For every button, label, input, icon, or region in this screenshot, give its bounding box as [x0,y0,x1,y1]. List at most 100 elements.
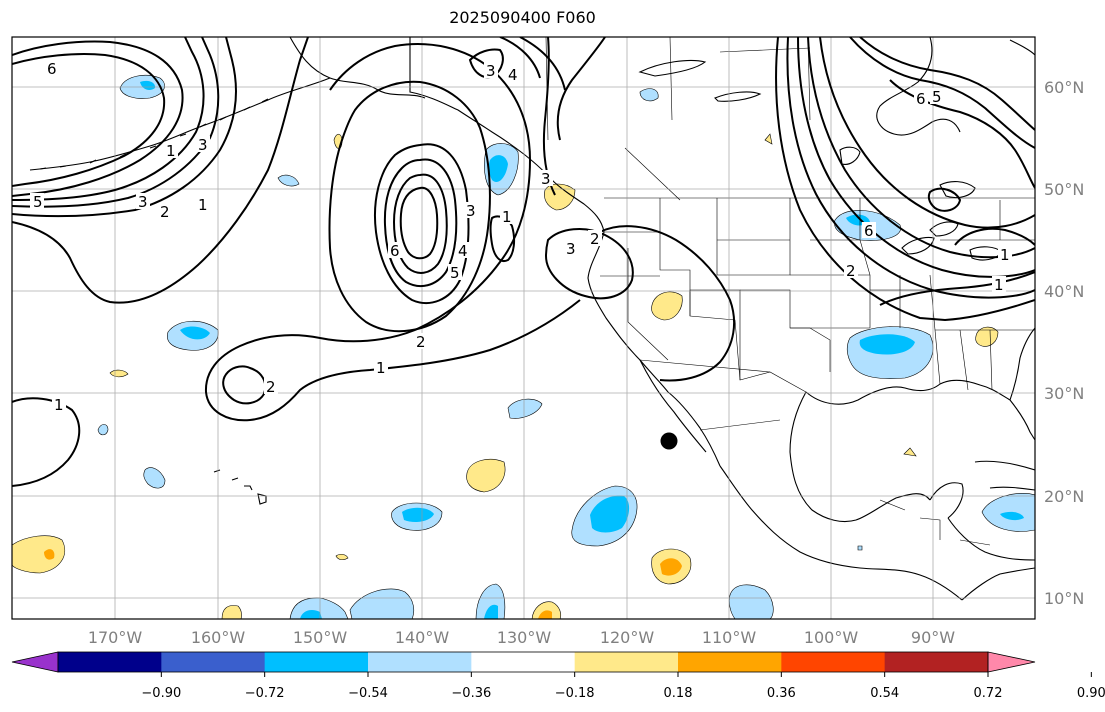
contour-label: 2 [590,230,600,248]
lat-label: 40°N [1044,282,1084,301]
contour-label: 1 [54,396,64,414]
colorbar: −0.90 −0.72 −0.54 −0.36 −0.18 0.18 0.36 0.54 0.7… [11,651,1105,701]
longitude-labels: 170°W 160°W 150°W 140°W 130°W 120°W 110°… [88,628,955,647]
contour-label: 3 [198,136,208,154]
colorbar-outline [57,651,989,673]
political-borders [545,37,1035,546]
contour-label: 4 [458,242,468,260]
contour-label: 3 [566,240,576,258]
colorbar-segment [264,652,369,672]
contour-label: 6 [47,60,57,78]
neg-area [402,507,434,522]
colorbar-tick-label: 0.36 [767,686,796,701]
colorbar-segments [58,652,989,672]
colorbar-segment [58,652,162,672]
pos-area [221,605,242,619]
neg-area [180,326,210,340]
contour-label: 6 [390,242,400,260]
pos-area [531,601,562,619]
pos-area [660,558,682,576]
contour-label: 2 [416,333,426,351]
lon-label: 170°W [88,628,143,647]
contour-label: 5 [450,264,460,282]
lon-label: 100°W [804,628,859,647]
pos-area [903,447,917,457]
colorbar-tick-label: −0.90 [141,686,181,701]
lon-label: 160°W [191,628,246,647]
map-content: 6 5 3 2 1 1 3 4 3 3 6 5 4 3 2 1 2 1 3 2 … [12,37,1035,619]
lon-label: 150°W [293,628,348,647]
neg-area [488,155,508,183]
lat-label: 60°N [1044,78,1084,97]
contour-label: 3 [486,62,496,80]
contour-label: 5 [33,193,43,211]
neg-area [277,174,300,187]
contour-labels: 6 5 3 2 1 1 3 4 3 3 6 5 4 3 2 1 2 1 3 2 … [30,60,1012,414]
coastlines [29,37,1035,601]
pos-area [764,133,773,145]
neg-area [349,588,415,619]
contour-label: 2 [846,262,856,280]
contour-label: 4 [508,66,518,84]
lat-label: 30°N [1044,384,1084,403]
colorbar-extend-max [987,651,1036,673]
lon-label: 140°W [395,628,450,647]
contour-label: 6 [916,90,926,108]
colorbar-tick-label: 0.72 [974,686,1003,701]
neg-area [484,604,498,619]
contour-label: 2 [266,378,276,396]
colorbar-segment [574,652,679,672]
pos-area [651,291,683,321]
contour-label: 1 [198,196,208,214]
colorbar-tick-label: −0.72 [245,686,285,701]
neg-area [1000,511,1024,521]
colorbar-segment [471,652,576,672]
lat-label: 20°N [1044,487,1084,506]
contour-label: 3 [138,193,148,211]
lat-label: 10°N [1044,589,1084,608]
pos-area [975,326,999,347]
pos-area [466,459,506,493]
neg-area [859,334,915,355]
neg-area [507,398,543,419]
contour-label: 2 [160,203,170,221]
map-frame [11,36,1036,620]
colorbar-extend-min [11,651,59,673]
neg-area [728,584,774,619]
contour-label: 1 [376,359,386,377]
pos-area [12,535,66,574]
neg-area [857,545,863,551]
colorbar-ticks: −0.90 −0.72 −0.54 −0.36 −0.18 0.18 0.36 0.54 0.7… [141,672,1105,701]
neg-area [590,495,630,533]
contour-label: 5 [932,88,942,106]
colorbar-tick-label: 0.90 [1077,686,1105,701]
neg-area [300,610,322,619]
contour-label: 1 [1000,246,1010,264]
colorbar-tick-label: −0.54 [348,686,388,701]
neg-area [639,88,659,102]
contour-label: 3 [541,170,551,188]
colorbar-segment [678,652,782,672]
storm-position-marker [660,432,678,450]
contour-label: 1 [166,142,176,160]
contour-label: 1 [502,208,512,226]
pos-area [44,549,55,560]
lon-label: 110°W [702,628,757,647]
colorbar-segment [368,652,472,672]
colorbar-segment [161,652,266,672]
neg-area [140,80,156,90]
lon-label: 130°W [497,628,552,647]
lon-label: 120°W [600,628,655,647]
colorbar-tick-label: −0.36 [451,686,491,701]
lat-label: 50°N [1044,180,1084,199]
lon-label: 90°W [911,628,955,647]
contour-label: 3 [466,202,476,220]
contour-label: 1 [994,276,1004,294]
neg-area [97,424,109,436]
colorbar-tick-label: 0.18 [664,686,693,701]
pos-area [538,610,552,619]
latitude-labels: 60°N 50°N 40°N 30°N 20°N 10°N [1044,78,1084,608]
colorbar-segment [781,652,886,672]
colorbar-tick-label: −0.18 [555,686,595,701]
